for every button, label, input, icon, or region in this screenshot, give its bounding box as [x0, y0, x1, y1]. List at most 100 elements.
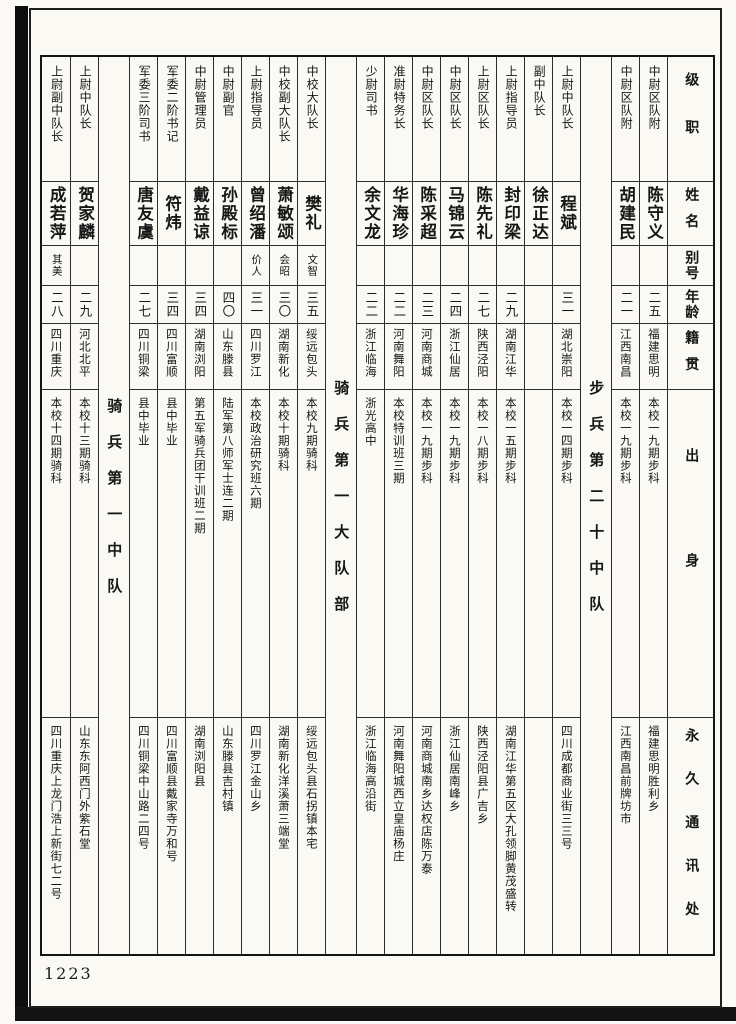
background-cell: 本校一九期步科 [441, 390, 468, 719]
rank-text: 少尉司书 [364, 65, 379, 117]
rank-cell: 上尉区队长 [469, 57, 496, 183]
rank-text: 准尉特务长 [392, 65, 407, 130]
rank-cell: 上尉指导员 [242, 57, 269, 183]
native-place-text: 湖南新化 [276, 327, 291, 378]
person-column: 副中队长 徐正达 [524, 57, 552, 954]
name-cell: 樊礼 [298, 182, 325, 247]
background-cell: 第五军骑兵团干训班二期 [186, 390, 213, 719]
native-place-cell: 河南舞阳 [385, 324, 412, 390]
name-cell: 孙殿标 [214, 182, 241, 247]
name-text: 马锦云 [445, 186, 465, 242]
person-column: 军委三阶司书 唐友虞 二七 四川铜梁 县中毕业 四川铜梁中山路二四号 [129, 57, 157, 954]
native-place-text: 江西南昌 [618, 327, 633, 378]
name-cell: 华海珍 [385, 182, 412, 247]
rank-text: 军委三阶司书 [137, 65, 152, 143]
background-cell: 本校一四期步科 [553, 390, 580, 719]
age-cell [525, 286, 552, 324]
alias-cell: 会昭 [270, 246, 297, 286]
name-text: 陈守义 [644, 186, 664, 242]
alias-cell [612, 246, 639, 286]
name-cell: 符炜 [158, 182, 185, 247]
background-text: 本校一九期步科 [447, 396, 462, 485]
rank-cell: 军委二阶书记 [158, 57, 185, 183]
name-text: 曾绍潘 [246, 186, 266, 242]
address-cell: 四川富顺县戴家寺万和号 [158, 718, 185, 954]
header-cell-alias: 别号 [668, 246, 713, 286]
age-cell: 三五 [298, 286, 325, 324]
name-text: 程斌 [557, 195, 577, 233]
native-place-cell: 绥远包头 [298, 324, 325, 390]
address-cell: 四川成都商业街三三号 [553, 718, 580, 954]
age-cell: 二二 [385, 286, 412, 324]
rank-cell: 上尉中队长 [553, 57, 580, 183]
rank-text: 军委二阶书记 [165, 65, 180, 143]
name-cell: 徐正达 [525, 182, 552, 247]
rank-cell: 上尉中队长 [71, 57, 98, 183]
rank-cell: 中尉区队附 [612, 57, 639, 183]
native-place-text: 四川富顺 [164, 327, 179, 378]
name-text: 余文龙 [361, 186, 381, 242]
address-text: 陕西泾阳县广吉乡 [475, 725, 490, 826]
alias-cell [130, 246, 157, 286]
background-text: 本校一五期步科 [503, 396, 518, 485]
rank-text: 上尉指导员 [249, 65, 264, 130]
rank-cell: 准尉特务长 [385, 57, 412, 183]
name-text: 成若萍 [47, 186, 67, 242]
rank-cell: 中尉区队长 [413, 57, 440, 183]
section-title: 骑兵第一中队 [105, 397, 124, 614]
address-cell: 山东滕县吉村镇 [214, 718, 241, 954]
page-number: 1223 [44, 964, 93, 983]
age-text: 三一 [559, 290, 575, 318]
native-place-cell: 浙江仙居 [441, 324, 468, 390]
background-text: 本校一九期步科 [646, 396, 661, 485]
name-text: 樊礼 [302, 195, 322, 233]
address-text: 江西南昌前牌坊市 [618, 725, 633, 826]
native-place-cell: 陕西泾阳 [469, 324, 496, 390]
native-place-cell: 四川罗江 [242, 324, 269, 390]
alias-cell: 其美 [42, 246, 70, 286]
name-text: 陈采超 [417, 186, 437, 242]
age-cell: 二七 [130, 286, 157, 324]
background-cell: 本校特训班三期 [385, 390, 412, 719]
header-cell-address: 永久通讯处 [668, 718, 713, 954]
alias-text: 价人 [250, 254, 263, 278]
name-cell: 陈守义 [640, 182, 667, 247]
rank-text: 上尉中队长 [78, 65, 93, 130]
name-text: 唐友虞 [134, 186, 154, 242]
header-label-native: 籍贯 [683, 329, 700, 383]
native-place-cell: 福建思明 [640, 324, 667, 390]
name-cell: 陈采超 [413, 182, 440, 247]
native-place-text: 福建思明 [646, 327, 661, 378]
age-cell: 二二 [357, 286, 384, 324]
address-text: 四川成都商业街三三号 [559, 725, 574, 851]
header-label-age: 年龄 [683, 288, 700, 321]
alias-cell [357, 246, 384, 286]
background-cell: 本校十三期骑科 [71, 390, 98, 719]
alias-text: 文智 [306, 254, 319, 278]
alias-cell [214, 246, 241, 286]
age-cell: 二四 [441, 286, 468, 324]
header-label-address: 永久通讯处 [683, 727, 700, 945]
alias-cell [497, 246, 524, 286]
background-cell [525, 390, 552, 719]
native-place-cell: 四川富顺 [158, 324, 185, 390]
person-column: 上尉中队长 程斌 三一 湖北崇阳 本校一四期步科 四川成都商业街三三号 [552, 57, 580, 954]
background-text: 本校特训班三期 [391, 396, 406, 485]
address-cell: 河南舞阳城西立皇庙杨庄 [385, 718, 412, 954]
age-cell: 二一 [612, 286, 639, 324]
age-text: 三一 [248, 290, 264, 318]
alias-cell [413, 246, 440, 286]
alias-cell [385, 246, 412, 286]
age-text: 二七 [136, 290, 152, 318]
header-column: 级职 姓名 别号 年龄 籍贯 出身 永久通讯处 [667, 57, 713, 954]
age-text: 二三 [419, 290, 435, 318]
alias-cell [441, 246, 468, 286]
native-place-text: 河南商城 [419, 327, 434, 378]
name-cell: 戴益谅 [186, 182, 213, 247]
native-place-cell: 江西南昌 [612, 324, 639, 390]
background-text: 第五军骑兵团干训班二期 [192, 396, 207, 535]
rank-cell: 军委三阶司书 [130, 57, 157, 183]
person-column: 中校大队长 樊礼 文智 三五 绥远包头 本校九期骑科 绥远包头县石拐镇本宅 [297, 57, 325, 954]
name-cell: 萧敏颂 [270, 182, 297, 247]
